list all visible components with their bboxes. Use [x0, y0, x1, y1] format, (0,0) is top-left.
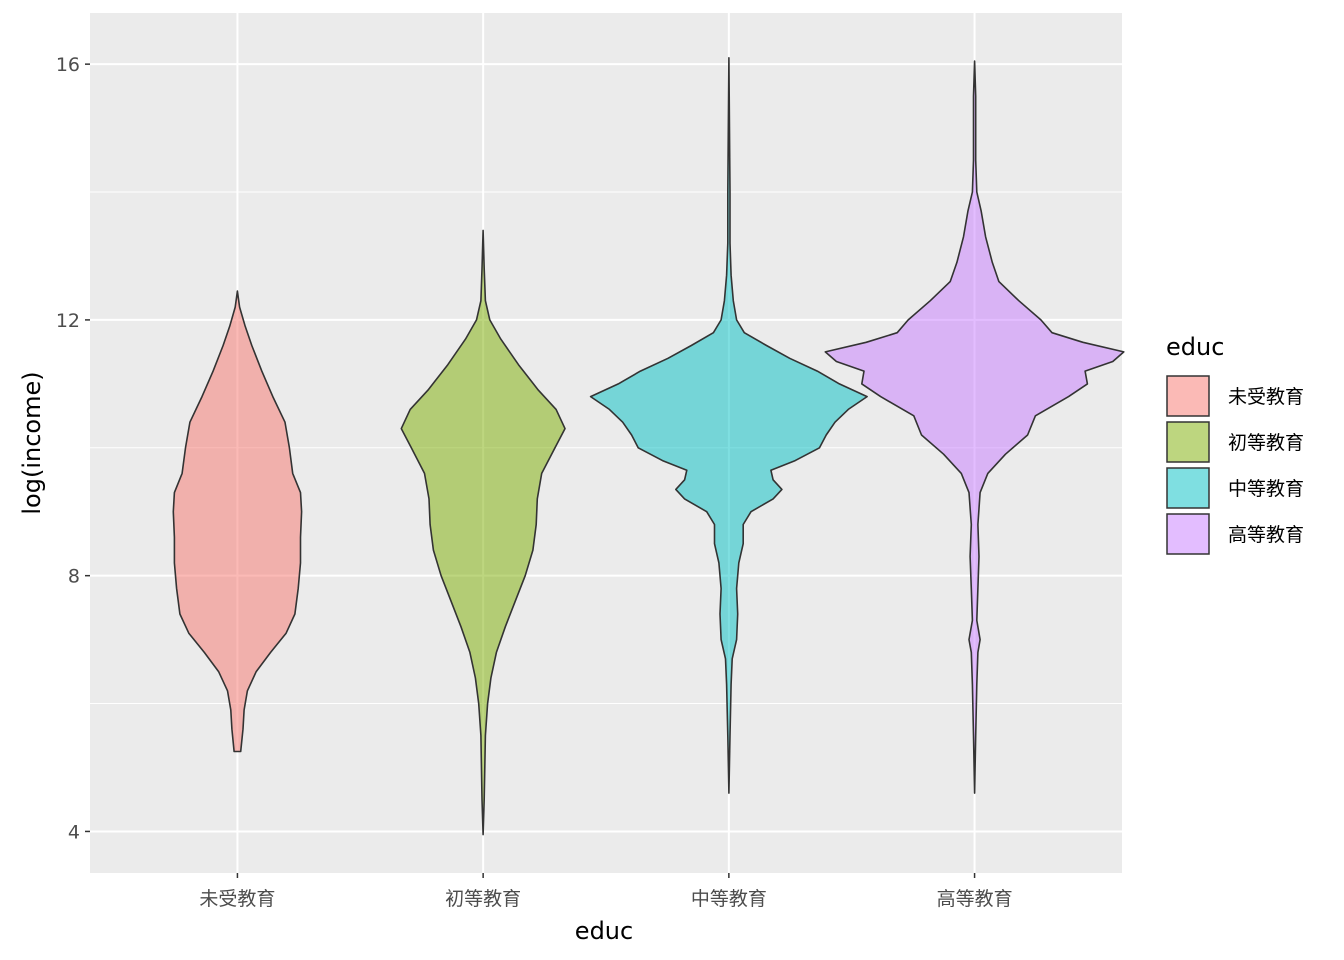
violin-3: [589, 57, 868, 794]
x-axis-title: educ: [575, 917, 633, 945]
violin-4: [824, 60, 1125, 794]
violin-2: [400, 229, 566, 836]
legend-label: 初等教育: [1228, 432, 1304, 454]
legend-label: 中等教育: [1228, 478, 1304, 500]
x-tick-label: 高等教育: [937, 888, 1013, 910]
legend-key: [1166, 467, 1210, 509]
x-tick-label: 中等教育: [691, 888, 767, 910]
legend-key: [1166, 375, 1210, 417]
legend-key: [1166, 421, 1210, 463]
legend-key: [1166, 513, 1210, 555]
legend-label: 未受教育: [1228, 386, 1304, 408]
y-tick-label: 8: [68, 566, 80, 588]
legend-label: 高等教育: [1228, 524, 1304, 546]
y-axis-ticks: 4 8 12 16: [56, 54, 90, 843]
x-axis-ticks: 未受教育 初等教育 中等教育 高等教育: [199, 873, 1013, 910]
violins: [172, 57, 1125, 836]
y-tick-label: 12: [56, 310, 80, 332]
violin-1: [172, 290, 303, 753]
y-tick-label: 16: [56, 54, 80, 76]
y-axis-title: log(income): [18, 371, 46, 514]
legend-title: educ: [1166, 333, 1224, 361]
y-tick-label: 4: [68, 821, 80, 843]
x-tick-label: 初等教育: [445, 888, 521, 910]
x-tick-label: 未受教育: [199, 888, 275, 910]
